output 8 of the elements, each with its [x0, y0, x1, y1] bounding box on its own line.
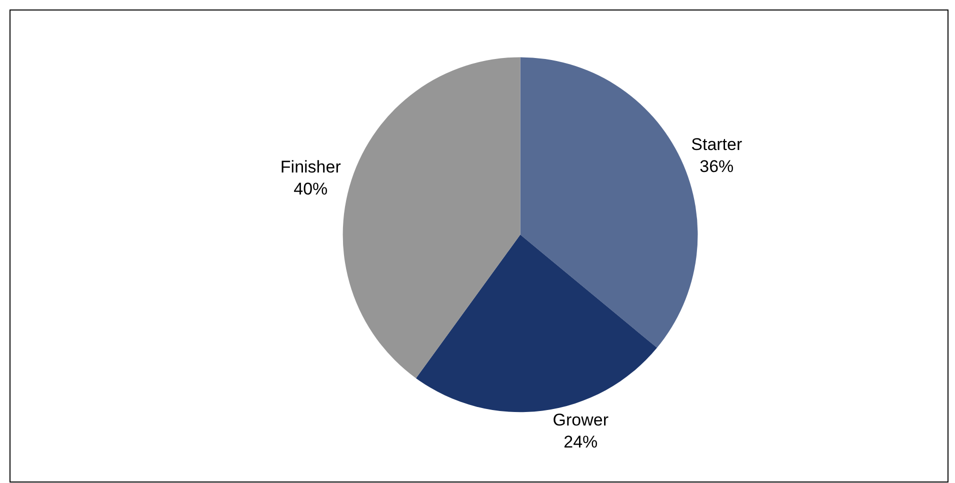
pie-slice — [416, 234, 658, 412]
slice-label: Grower — [552, 410, 609, 430]
slice-label: Finisher — [280, 157, 342, 176]
data-label: 36% — [700, 156, 734, 176]
pie-slice — [343, 57, 520, 378]
slice-label: Starter — [691, 134, 742, 154]
data-label: 24% — [564, 432, 598, 452]
data-label: 40% — [294, 179, 328, 198]
